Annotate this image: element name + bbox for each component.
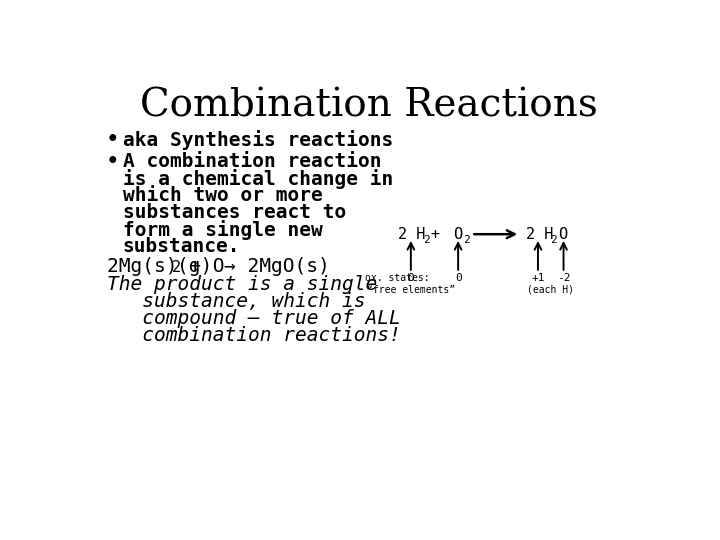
Text: O: O (453, 227, 462, 242)
Text: “free elements”: “free elements” (366, 285, 455, 295)
Text: A combination reaction: A combination reaction (122, 152, 381, 171)
Text: +: + (431, 227, 439, 242)
Text: 2: 2 (423, 234, 430, 245)
Text: 2 H: 2 H (526, 227, 553, 242)
Text: O: O (558, 227, 567, 242)
Text: 2: 2 (172, 260, 181, 275)
Text: ox. states:: ox. states: (365, 273, 430, 283)
Text: substance.: substance. (122, 237, 240, 255)
Text: •: • (107, 152, 119, 171)
Text: •: • (107, 130, 119, 149)
Text: 2: 2 (464, 234, 470, 245)
Text: (each H): (each H) (527, 285, 575, 295)
Text: substances react to: substances react to (122, 202, 346, 221)
Text: aka Synthesis reactions: aka Synthesis reactions (122, 130, 393, 150)
Text: compound – true of ALL: compound – true of ALL (107, 309, 401, 328)
Text: 0: 0 (455, 273, 462, 283)
Text: combination reactions!: combination reactions! (107, 326, 401, 345)
Text: 2: 2 (550, 234, 557, 245)
Text: Combination Reactions: Combination Reactions (140, 88, 598, 125)
Text: which two or more: which two or more (122, 186, 323, 205)
Text: 2 H: 2 H (398, 227, 426, 242)
Text: 2Mg(s) + O: 2Mg(s) + O (107, 256, 225, 275)
Text: -2: -2 (557, 273, 570, 283)
Text: The product is a single: The product is a single (107, 275, 377, 294)
Text: is a chemical change in: is a chemical change in (122, 168, 393, 189)
Text: (g) → 2MgO(s): (g) → 2MgO(s) (177, 256, 330, 275)
Text: 0: 0 (408, 273, 414, 283)
Text: +1: +1 (531, 273, 545, 283)
Text: form a single new: form a single new (122, 220, 323, 240)
Text: substance, which is: substance, which is (107, 292, 366, 311)
